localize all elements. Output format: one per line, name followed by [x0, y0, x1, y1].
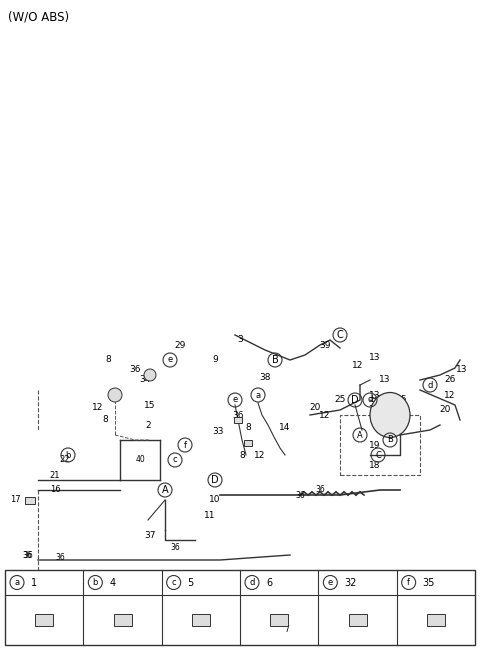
Text: B: B	[272, 355, 278, 365]
Text: 13: 13	[456, 365, 468, 375]
Bar	[192, 614, 210, 626]
Text: d: d	[427, 381, 432, 390]
Text: 25: 25	[334, 396, 346, 405]
Text: 36: 36	[129, 365, 141, 375]
Bar	[25, 496, 35, 504]
Text: 8: 8	[102, 415, 108, 424]
Bar	[270, 614, 288, 626]
Bar	[35, 614, 53, 626]
Text: e: e	[232, 396, 238, 405]
Text: 36: 36	[170, 544, 180, 553]
Text: 13: 13	[379, 375, 391, 384]
Text: 33: 33	[212, 428, 224, 436]
Text: 8: 8	[105, 356, 111, 364]
Text: 36: 36	[232, 411, 244, 419]
Text: 34: 34	[139, 375, 151, 384]
Text: a: a	[14, 578, 20, 587]
Text: 8: 8	[239, 451, 245, 460]
Text: 12: 12	[92, 403, 104, 413]
Text: 15: 15	[144, 400, 156, 409]
Text: c: c	[171, 578, 176, 587]
Text: b: b	[65, 451, 71, 460]
Text: ⌐58-585: ⌐58-585	[370, 396, 407, 405]
Text: 6: 6	[266, 578, 272, 588]
Text: 36: 36	[55, 553, 65, 563]
Text: a: a	[255, 390, 261, 400]
Text: f: f	[183, 441, 187, 449]
Text: 35: 35	[423, 578, 435, 588]
Circle shape	[108, 388, 122, 402]
Text: 22: 22	[60, 455, 70, 464]
Text: 11: 11	[204, 510, 216, 519]
Text: 39: 39	[319, 341, 331, 350]
Bar	[427, 614, 445, 626]
Text: A: A	[162, 485, 168, 495]
Text: 13: 13	[369, 354, 381, 362]
Text: (W/O ABS): (W/O ABS)	[8, 10, 69, 23]
Text: 32: 32	[344, 578, 357, 588]
Bar	[5, 570, 475, 645]
Text: 9: 9	[212, 356, 218, 364]
Bar	[340, 415, 420, 475]
Text: 12: 12	[444, 390, 456, 400]
Text: C: C	[375, 451, 381, 460]
Text: 10: 10	[209, 495, 221, 504]
Text: 16: 16	[50, 485, 60, 495]
Circle shape	[144, 369, 156, 381]
Bar	[113, 614, 132, 626]
Text: 18: 18	[369, 460, 381, 470]
Text: b: b	[93, 578, 98, 587]
Text: 40: 40	[135, 455, 145, 464]
Text: 36: 36	[295, 491, 305, 500]
Text: A: A	[357, 430, 363, 440]
Text: B: B	[387, 436, 393, 445]
Ellipse shape	[370, 392, 410, 438]
Text: 19: 19	[369, 441, 381, 449]
Text: D: D	[351, 395, 359, 405]
Text: 37: 37	[144, 531, 156, 540]
Text: 17: 17	[10, 495, 20, 504]
Bar	[348, 614, 367, 626]
Bar	[244, 440, 252, 446]
Text: d: d	[249, 578, 255, 587]
Text: 21: 21	[50, 470, 60, 479]
Text: 36: 36	[23, 550, 33, 559]
Text: D: D	[211, 475, 219, 485]
Text: c: c	[173, 455, 177, 464]
Text: 2: 2	[145, 421, 151, 430]
Text: e: e	[328, 578, 333, 587]
Text: 14: 14	[279, 422, 291, 432]
Bar	[234, 417, 242, 422]
Text: 20: 20	[309, 403, 321, 413]
Text: 12: 12	[352, 360, 364, 369]
Text: 5: 5	[188, 578, 194, 588]
Text: 8: 8	[245, 424, 251, 432]
Text: 3: 3	[237, 335, 243, 345]
Text: 36: 36	[22, 550, 32, 559]
Text: 20: 20	[439, 405, 451, 415]
Text: 38: 38	[259, 373, 271, 383]
Text: 12: 12	[254, 451, 266, 460]
Text: e: e	[168, 356, 173, 364]
Text: 13: 13	[369, 405, 381, 415]
Text: 29: 29	[174, 341, 186, 350]
Text: f: f	[407, 578, 410, 587]
Text: 26: 26	[444, 375, 456, 384]
Text: 13: 13	[369, 390, 381, 400]
Text: 4: 4	[109, 578, 116, 588]
Text: 12: 12	[319, 411, 331, 419]
Text: 36: 36	[315, 485, 325, 495]
Text: C: C	[336, 330, 343, 340]
Text: 7: 7	[285, 626, 289, 635]
Text: d: d	[367, 396, 372, 405]
Text: 1: 1	[31, 578, 37, 588]
